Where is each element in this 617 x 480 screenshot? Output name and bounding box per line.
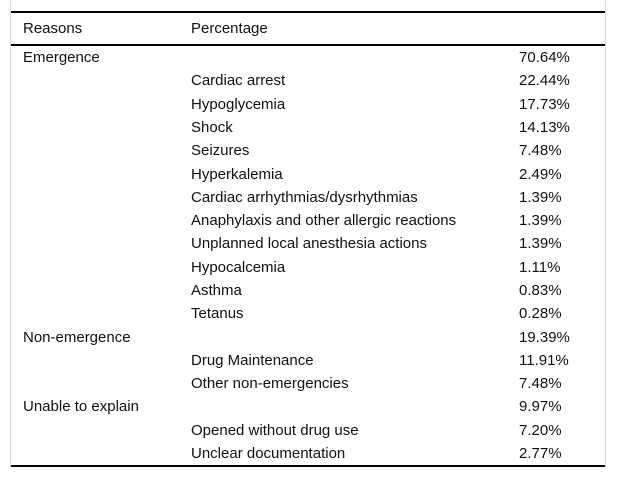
header-reasons: Reasons: [23, 20, 83, 37]
table-row: Cardiac arrest 22.44%: [11, 69, 605, 92]
table-row: Seizures 7.48%: [11, 139, 605, 162]
table-row: Anaphylaxis and other allergic reactions…: [11, 209, 605, 232]
subreason-cell: Hyperkalemia: [191, 165, 283, 183]
percentage-cell: 0.83%: [519, 281, 562, 299]
subreason-cell: Cardiac arrest: [191, 72, 286, 90]
percentage-cell: 0.28%: [519, 305, 562, 323]
category-cell: Non-emergence: [23, 328, 131, 346]
subreason-cell: Cardiac arrhythmias/dysrhythmias: [191, 188, 418, 206]
category-cell: Emergence: [23, 49, 100, 67]
percentage-cell: 7.48%: [519, 375, 562, 393]
percentage-cell: 1.39%: [519, 212, 562, 230]
subreason-cell: Anaphylaxis and other allergic reactions: [191, 212, 457, 230]
subreason-cell: Asthma: [191, 281, 242, 299]
table-top-rule: [11, 11, 605, 13]
percentage-cell: 1.39%: [519, 188, 562, 206]
percentage-cell: 17.73%: [519, 95, 570, 113]
table-bottom-rule: [11, 465, 605, 467]
table-row: Tetanus 0.28%: [11, 302, 605, 325]
table-row: Other non-emergencies 7.48%: [11, 372, 605, 395]
table-row: Non-emergence 19.39%: [11, 325, 605, 348]
table-row: Unable to explain 9.97%: [11, 395, 605, 418]
table-header-row: Reasons Percentage: [11, 13, 605, 44]
percentage-cell: 7.20%: [519, 421, 562, 439]
table-row: Hyperkalemia 2.49%: [11, 162, 605, 185]
percentage-cell: 11.91%: [519, 351, 569, 369]
subreason-cell: Unclear documentation: [191, 444, 346, 462]
percentage-cell: 70.64%: [519, 49, 570, 67]
table-top-gap: [11, 2, 605, 11]
percentage-cell: 1.39%: [519, 235, 562, 253]
category-cell: Unable to explain: [23, 398, 139, 416]
table-row: Hypocalcemia 1.11%: [11, 256, 605, 279]
percentage-cell: 19.39%: [519, 328, 570, 346]
table-row: Shock 14.13%: [11, 116, 605, 139]
subreason-cell: Tetanus: [191, 305, 244, 323]
table-row: Opened without drug use 7.20%: [11, 419, 605, 442]
subreason-cell: Seizures: [191, 142, 250, 160]
percentage-cell: 7.48%: [519, 142, 562, 160]
percentage-cell: 9.97%: [519, 398, 562, 416]
table-row: Drug Maintenance 11.91%: [11, 349, 605, 372]
reasons-percentage-table: Reasons Percentage Emergence 70.64% Card…: [10, 2, 606, 467]
subreason-cell: Drug Maintenance: [191, 351, 314, 369]
subreason-cell: Other non-emergencies: [191, 375, 349, 393]
subreason-cell: Hypoglycemia: [191, 95, 286, 113]
percentage-cell: 2.77%: [519, 444, 562, 462]
subreason-cell: Hypocalcemia: [191, 258, 286, 276]
table-header-rule: [11, 44, 605, 46]
subreason-cell: Unplanned local anesthesia actions: [191, 235, 427, 253]
table-row: Emergence 70.64%: [11, 46, 605, 69]
percentage-cell: 22.44%: [519, 72, 570, 90]
subreason-cell: Shock: [191, 118, 233, 136]
header-percentage: Percentage: [191, 20, 268, 37]
table-row: Unplanned local anesthesia actions 1.39%: [11, 232, 605, 255]
subreason-cell: Opened without drug use: [191, 421, 359, 439]
percentage-cell: 14.13%: [519, 118, 570, 136]
table-row: Asthma 0.83%: [11, 279, 605, 302]
percentage-cell: 2.49%: [519, 165, 562, 183]
table-body: Emergence 70.64% Cardiac arrest 22.44% H…: [11, 46, 605, 465]
percentage-cell: 1.11%: [519, 258, 561, 276]
table-row: Hypoglycemia 17.73%: [11, 93, 605, 116]
table-row: Unclear documentation 2.77%: [11, 442, 605, 465]
table-row: Cardiac arrhythmias/dysrhythmias 1.39%: [11, 186, 605, 209]
